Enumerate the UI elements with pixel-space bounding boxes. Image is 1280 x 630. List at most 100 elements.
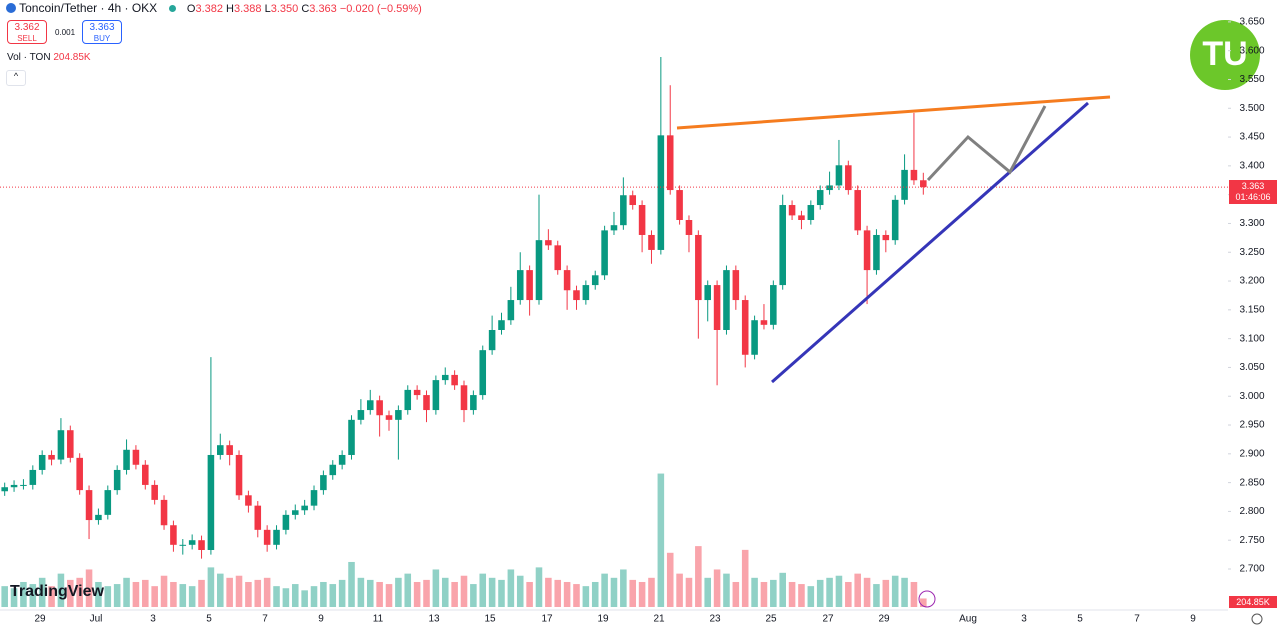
candle-body <box>826 185 833 191</box>
candle-body <box>95 514 102 521</box>
settings-icon[interactable] <box>1251 613 1263 625</box>
volume-bar <box>38 577 46 607</box>
y-tick-label: 2.750 <box>1239 535 1264 546</box>
volume-bar <box>657 473 665 607</box>
volume-bar <box>554 579 562 607</box>
volume-bar <box>741 549 749 607</box>
volume-bar <box>788 581 796 607</box>
volume-bar <box>1 586 8 607</box>
legend-row: Toncoin/Tether · 4h · OKX O3.382 H3.388 … <box>6 1 422 15</box>
volume-bar <box>526 581 533 607</box>
volume-bar <box>770 579 777 607</box>
candle-body <box>57 430 65 460</box>
volume-bar <box>20 581 27 607</box>
volume-bar <box>713 569 721 607</box>
buy-button[interactable]: 3.363 BUY <box>82 20 122 44</box>
candle-body <box>235 454 243 496</box>
candle-body <box>798 215 805 220</box>
y-tick-label: 3.500 <box>1239 103 1264 114</box>
projection-path <box>926 105 1047 182</box>
ohlc-key: O <box>186 3 196 15</box>
volume-bar <box>479 573 487 607</box>
candle-body <box>329 464 337 476</box>
candle-body <box>920 180 927 188</box>
resistance-trendline <box>676 95 1111 130</box>
candle-body <box>470 395 477 411</box>
candle-body <box>385 415 393 420</box>
candle-body <box>535 240 543 301</box>
volume-bar <box>545 577 552 607</box>
volume-bar <box>366 579 374 607</box>
volume-bar <box>10 588 18 607</box>
volume-bar <box>816 579 824 607</box>
volume-bar <box>807 586 815 607</box>
volume-bar <box>901 577 908 607</box>
logo-badge <box>1190 20 1260 90</box>
volume-bar <box>170 581 177 607</box>
x-tick-label: 11 <box>373 614 384 625</box>
x-tick-label: 5 <box>206 614 212 625</box>
x-tick-label: Jul <box>90 614 103 625</box>
status-dot <box>168 5 176 12</box>
volume-bar <box>441 577 449 607</box>
support-trendline <box>771 101 1089 384</box>
spread: 0.001 <box>55 28 76 37</box>
candle-body <box>638 205 646 235</box>
volume-bar <box>798 584 805 607</box>
volume-bar <box>329 584 337 607</box>
candle-body <box>1 487 8 492</box>
candle-body <box>610 225 618 231</box>
candle-body <box>160 499 168 526</box>
candle-body <box>554 245 562 271</box>
volume-bar <box>151 586 158 607</box>
y-tick-label: 3.050 <box>1239 362 1264 373</box>
candle-body <box>573 290 580 301</box>
volume-bar <box>498 579 505 607</box>
volume-legend-label: Vol · TON <box>7 52 51 63</box>
x-tick-label: 27 <box>822 614 834 625</box>
volume-bar <box>338 579 346 607</box>
lightning-icon[interactable] <box>918 590 936 608</box>
volume-bar <box>310 586 318 607</box>
candle-body <box>395 410 402 420</box>
candle-body <box>142 464 149 485</box>
candle-body <box>695 234 702 301</box>
countdown: 01:46:06 <box>1235 192 1271 203</box>
x-tick-label: 29 <box>34 614 46 625</box>
volume-bar <box>695 546 702 607</box>
candle-body <box>516 270 524 301</box>
candle-body <box>423 395 430 411</box>
candle-body <box>29 469 37 485</box>
volume-bar <box>732 581 740 607</box>
ohlc-value: 3.363 <box>309 3 337 15</box>
x-tick-label: 5 <box>1077 614 1083 625</box>
volume-bar <box>648 577 655 607</box>
volume-bar <box>638 581 646 607</box>
candle-body <box>170 525 177 545</box>
candle-body <box>863 230 871 271</box>
last-price: 3.363 <box>1241 181 1265 192</box>
candle-body <box>441 374 449 381</box>
volume-bar <box>104 586 112 607</box>
y-tick-label: 3.550 <box>1239 74 1264 85</box>
candle-body <box>310 490 318 506</box>
volume-bar <box>488 577 496 607</box>
x-tick-label: 3 <box>150 614 156 625</box>
candle-body <box>10 484 18 488</box>
x-tick-label: 25 <box>765 614 777 625</box>
candle-body <box>676 190 683 220</box>
candle-body <box>179 544 187 546</box>
candle-body <box>498 320 505 330</box>
y-tick-label: 2.850 <box>1239 477 1264 488</box>
candle-body <box>779 205 786 286</box>
candle-body <box>254 505 262 530</box>
volume-bar <box>235 575 243 607</box>
collapse-button[interactable]: ^ <box>6 70 26 86</box>
candle-body <box>657 135 665 250</box>
sell-button[interactable]: 3.362 SELL <box>7 20 47 44</box>
volume-bar <box>160 575 168 607</box>
volume-bar <box>226 577 233 607</box>
candle-body <box>620 195 627 226</box>
buy-label: BUY <box>93 34 111 43</box>
y-tick-label: 3.200 <box>1239 276 1264 287</box>
